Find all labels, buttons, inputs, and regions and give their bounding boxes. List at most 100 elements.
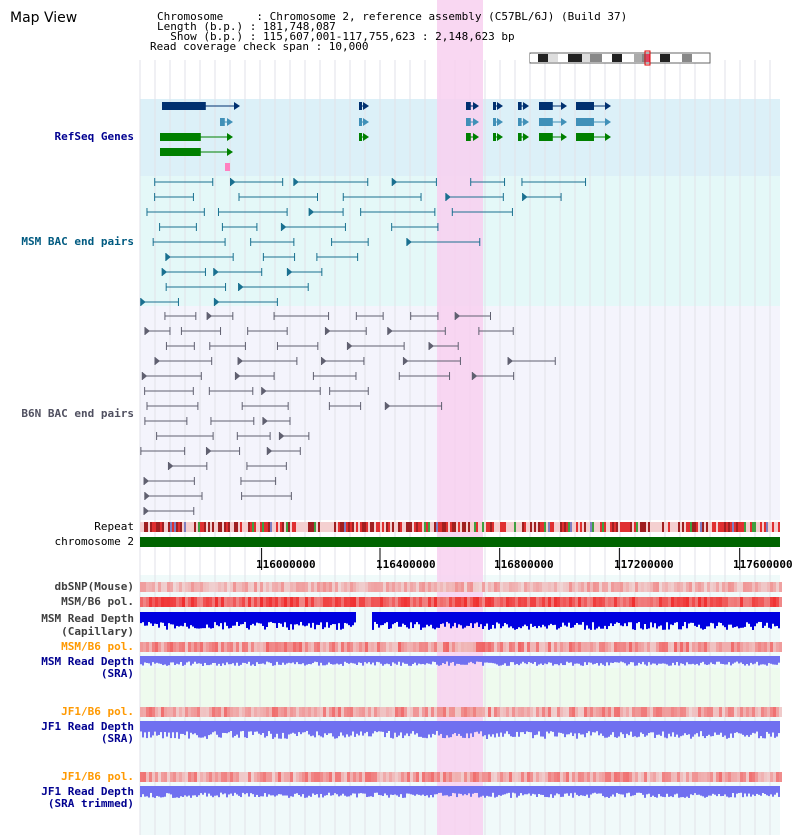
track-label-b6n-bac[interactable]: B6N BAC end pairs bbox=[21, 407, 134, 420]
ideogram-band bbox=[634, 54, 642, 62]
read-depth-bar bbox=[602, 656, 604, 665]
read-depth-bar bbox=[280, 721, 282, 739]
polymorphism-cell bbox=[425, 582, 428, 592]
read-depth-bar bbox=[432, 656, 434, 662]
read-depth-bar bbox=[306, 721, 308, 731]
polymorphism-cell bbox=[551, 597, 554, 607]
polymorphism-cell bbox=[677, 582, 680, 592]
polymorphism-cell bbox=[533, 597, 536, 607]
read-depth-bar bbox=[716, 786, 718, 797]
read-depth-bar bbox=[668, 721, 670, 734]
polymorphism-cell bbox=[536, 597, 539, 607]
track-label-jf1-b6-pol-2[interactable]: JF1/B6 pol. bbox=[61, 770, 134, 783]
polymorphism-cell bbox=[770, 642, 773, 652]
polymorphism-cell bbox=[344, 772, 347, 782]
repeat-element bbox=[194, 522, 196, 532]
polymorphism-cell bbox=[707, 582, 710, 592]
polymorphism-cell bbox=[635, 597, 638, 607]
read-depth-bar bbox=[754, 656, 756, 664]
polymorphism-cell bbox=[764, 597, 767, 607]
polymorphism-cell bbox=[752, 707, 755, 717]
read-depth-bar bbox=[224, 612, 226, 623]
read-depth-tracks[interactable] bbox=[140, 612, 780, 798]
track-label-chromosome[interactable]: chromosome 2 bbox=[54, 535, 134, 548]
track-label-msm-b6-pol[interactable]: MSM/B6 pol. bbox=[61, 595, 134, 608]
read-depth-bar bbox=[486, 721, 488, 739]
track-label-jf1-depth-trimmed[interactable]: JF1 Read Depth bbox=[41, 785, 134, 798]
track-label-repeat[interactable]: Repeat bbox=[94, 520, 134, 533]
polymorphism-cell bbox=[506, 772, 509, 782]
read-depth-bar bbox=[546, 612, 548, 629]
read-depth-bar bbox=[622, 721, 624, 735]
read-depth-bar bbox=[150, 612, 152, 624]
polymorphism-cell bbox=[593, 707, 596, 717]
polymorphism-cell bbox=[473, 642, 476, 652]
track-label-refseq[interactable]: RefSeq Genes bbox=[54, 130, 134, 143]
polymorphism-tracks[interactable] bbox=[140, 582, 782, 782]
track-label-jf1-depth-sra[interactable]: JF1 Read Depth bbox=[41, 720, 134, 733]
polymorphism-cell bbox=[212, 582, 215, 592]
repeat-element bbox=[722, 522, 724, 532]
msm-bac-end-pairs-track[interactable] bbox=[140, 178, 587, 306]
read-depth-bar bbox=[536, 656, 538, 666]
read-depth-bar bbox=[360, 786, 362, 794]
polymorphism-cell bbox=[185, 597, 188, 607]
read-depth-bar bbox=[612, 721, 614, 733]
polymorphism-cell bbox=[584, 597, 587, 607]
polymorphism-cell bbox=[488, 772, 491, 782]
polymorphism-cell bbox=[413, 642, 416, 652]
refseq-genes-track[interactable] bbox=[160, 102, 611, 171]
read-depth-bar bbox=[470, 786, 472, 797]
track-label-jf1-b6-pol[interactable]: JF1/B6 pol. bbox=[61, 705, 134, 718]
chromosome-ideogram[interactable] bbox=[529, 50, 711, 66]
polymorphism-cell bbox=[380, 772, 383, 782]
read-depth-bar bbox=[580, 612, 582, 625]
read-depth-bar bbox=[318, 721, 320, 736]
polymorphism-cell bbox=[173, 707, 176, 717]
read-depth-bar bbox=[224, 656, 226, 666]
read-depth-bar bbox=[184, 612, 186, 623]
read-depth-bar bbox=[192, 612, 194, 627]
track-label-dbsnp[interactable]: dbSNP(Mouse) bbox=[54, 580, 134, 593]
gene-exon bbox=[466, 118, 471, 126]
polymorphism-cell bbox=[584, 707, 587, 717]
read-depth-bar bbox=[576, 656, 578, 664]
read-depth-bar bbox=[632, 721, 634, 737]
read-depth-bar bbox=[590, 786, 592, 795]
repeat-track[interactable] bbox=[140, 522, 780, 532]
track-label-msm-depth-sra[interactable]: MSM Read Depth bbox=[41, 655, 134, 668]
polymorphism-cell bbox=[521, 707, 524, 717]
polymorphism-cell bbox=[203, 772, 206, 782]
track-label-msm-bac[interactable]: MSM BAC end pairs bbox=[21, 235, 134, 248]
polymorphism-cell bbox=[509, 707, 512, 717]
repeat-element bbox=[744, 522, 746, 532]
read-depth-bar bbox=[316, 786, 318, 795]
repeat-element bbox=[200, 522, 202, 532]
repeat-element bbox=[158, 522, 160, 532]
read-depth-bar bbox=[296, 786, 298, 794]
polymorphism-cell bbox=[233, 772, 236, 782]
read-depth-bar bbox=[778, 656, 780, 663]
track-label-msm-b6-pol-sra[interactable]: MSM/B6 pol. bbox=[61, 640, 134, 653]
b6n-bac-end-pairs-track[interactable] bbox=[140, 312, 556, 515]
read-depth-bar bbox=[432, 612, 434, 629]
polymorphism-cell bbox=[365, 582, 368, 592]
repeat-element bbox=[566, 522, 568, 532]
read-depth-bar bbox=[252, 656, 254, 665]
repeat-element bbox=[734, 522, 736, 532]
read-depth-bar bbox=[654, 656, 656, 664]
track-label-msm-depth-capillary[interactable]: MSM Read Depth bbox=[41, 612, 134, 625]
polymorphism-cell bbox=[407, 597, 410, 607]
polymorphism-cell bbox=[410, 597, 413, 607]
read-depth-bar bbox=[180, 612, 182, 626]
read-depth-bar bbox=[728, 612, 730, 625]
polymorphism-cell bbox=[215, 707, 218, 717]
repeat-element bbox=[442, 522, 444, 532]
polymorphism-cell bbox=[443, 582, 446, 592]
read-depth-bar bbox=[682, 786, 684, 798]
polymorphism-cell bbox=[251, 597, 254, 607]
repeat-element bbox=[738, 522, 740, 532]
chromosome-bar[interactable] bbox=[140, 537, 780, 547]
polymorphism-cell bbox=[215, 772, 218, 782]
polymorphism-cell bbox=[605, 707, 608, 717]
